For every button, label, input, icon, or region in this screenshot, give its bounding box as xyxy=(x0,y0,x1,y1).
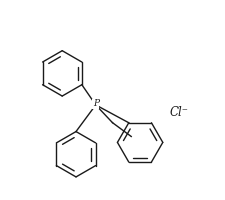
Text: Cl⁻: Cl⁻ xyxy=(169,106,188,119)
Text: P: P xyxy=(93,99,99,108)
